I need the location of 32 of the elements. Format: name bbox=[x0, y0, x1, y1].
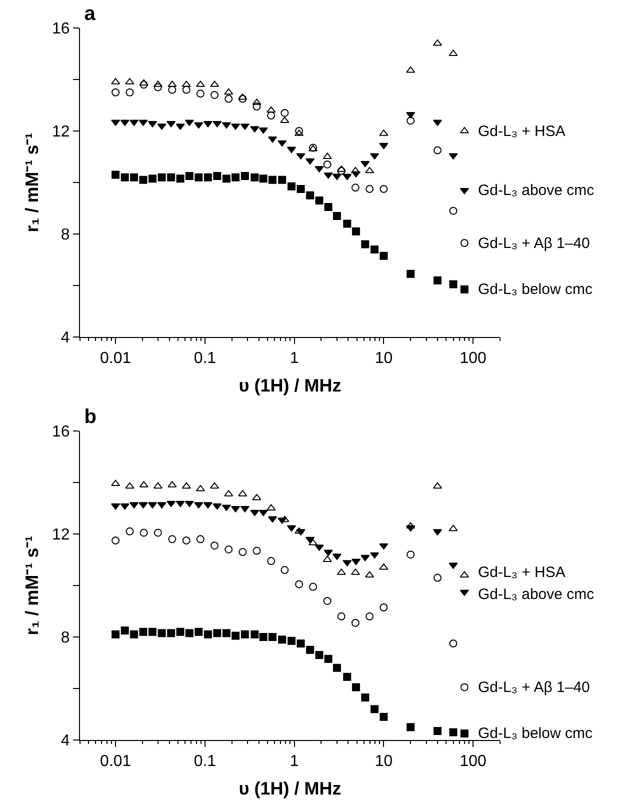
y-axis-title: r₁ / mM⁻¹ s⁻¹ bbox=[22, 132, 42, 232]
y-tick-label: 16 bbox=[52, 424, 70, 441]
chart-title: b bbox=[84, 406, 96, 428]
y-tick-label: 8 bbox=[60, 226, 70, 244]
x-tick-label: 0.01 bbox=[100, 753, 132, 770]
chart-title: a bbox=[84, 3, 96, 26]
x-tick-label: 0.1 bbox=[194, 753, 216, 770]
series-label: Gd-L₃ above cmc bbox=[478, 586, 595, 603]
series-label: Gd-L₃ + Aβ 1–40 bbox=[478, 235, 590, 252]
x-axis-title: υ (1H) / MHz bbox=[238, 778, 342, 798]
series-label: Gd-L₃ + Aβ 1–40 bbox=[478, 679, 590, 696]
y-tick-label: 16 bbox=[52, 20, 70, 38]
y-tick-label: 12 bbox=[52, 526, 70, 544]
series-label: Gd-L₃ below cmc bbox=[478, 725, 593, 742]
y-axis-title: r₁ / mM⁻¹ s⁻¹ bbox=[22, 536, 42, 636]
x-tick-label: 100 bbox=[460, 753, 487, 770]
x-axis-title: υ (1H) / MHz bbox=[238, 375, 342, 396]
series-label: Gd-L₃ above cmc bbox=[478, 182, 595, 199]
x-tick-label: 100 bbox=[460, 350, 487, 368]
x-tick-label: 0.01 bbox=[100, 350, 132, 368]
x-tick-label: 1 bbox=[290, 350, 299, 368]
x-tick-label: 1 bbox=[290, 753, 299, 770]
y-tick-label: 8 bbox=[60, 630, 70, 647]
x-tick-label: 0.1 bbox=[194, 350, 216, 368]
series-label: Gd-L₃ + HSA bbox=[478, 123, 566, 140]
x-tick-label: 10 bbox=[374, 350, 393, 368]
y-tick-label: 4 bbox=[60, 732, 70, 750]
y-tick-label: 12 bbox=[52, 124, 70, 141]
x-tick-label: 10 bbox=[374, 753, 393, 770]
series-label: Gd-L₃ below cmc bbox=[478, 281, 593, 298]
y-tick-label: 4 bbox=[60, 330, 70, 347]
series-label: Gd-L₃ + HSA bbox=[478, 564, 566, 581]
